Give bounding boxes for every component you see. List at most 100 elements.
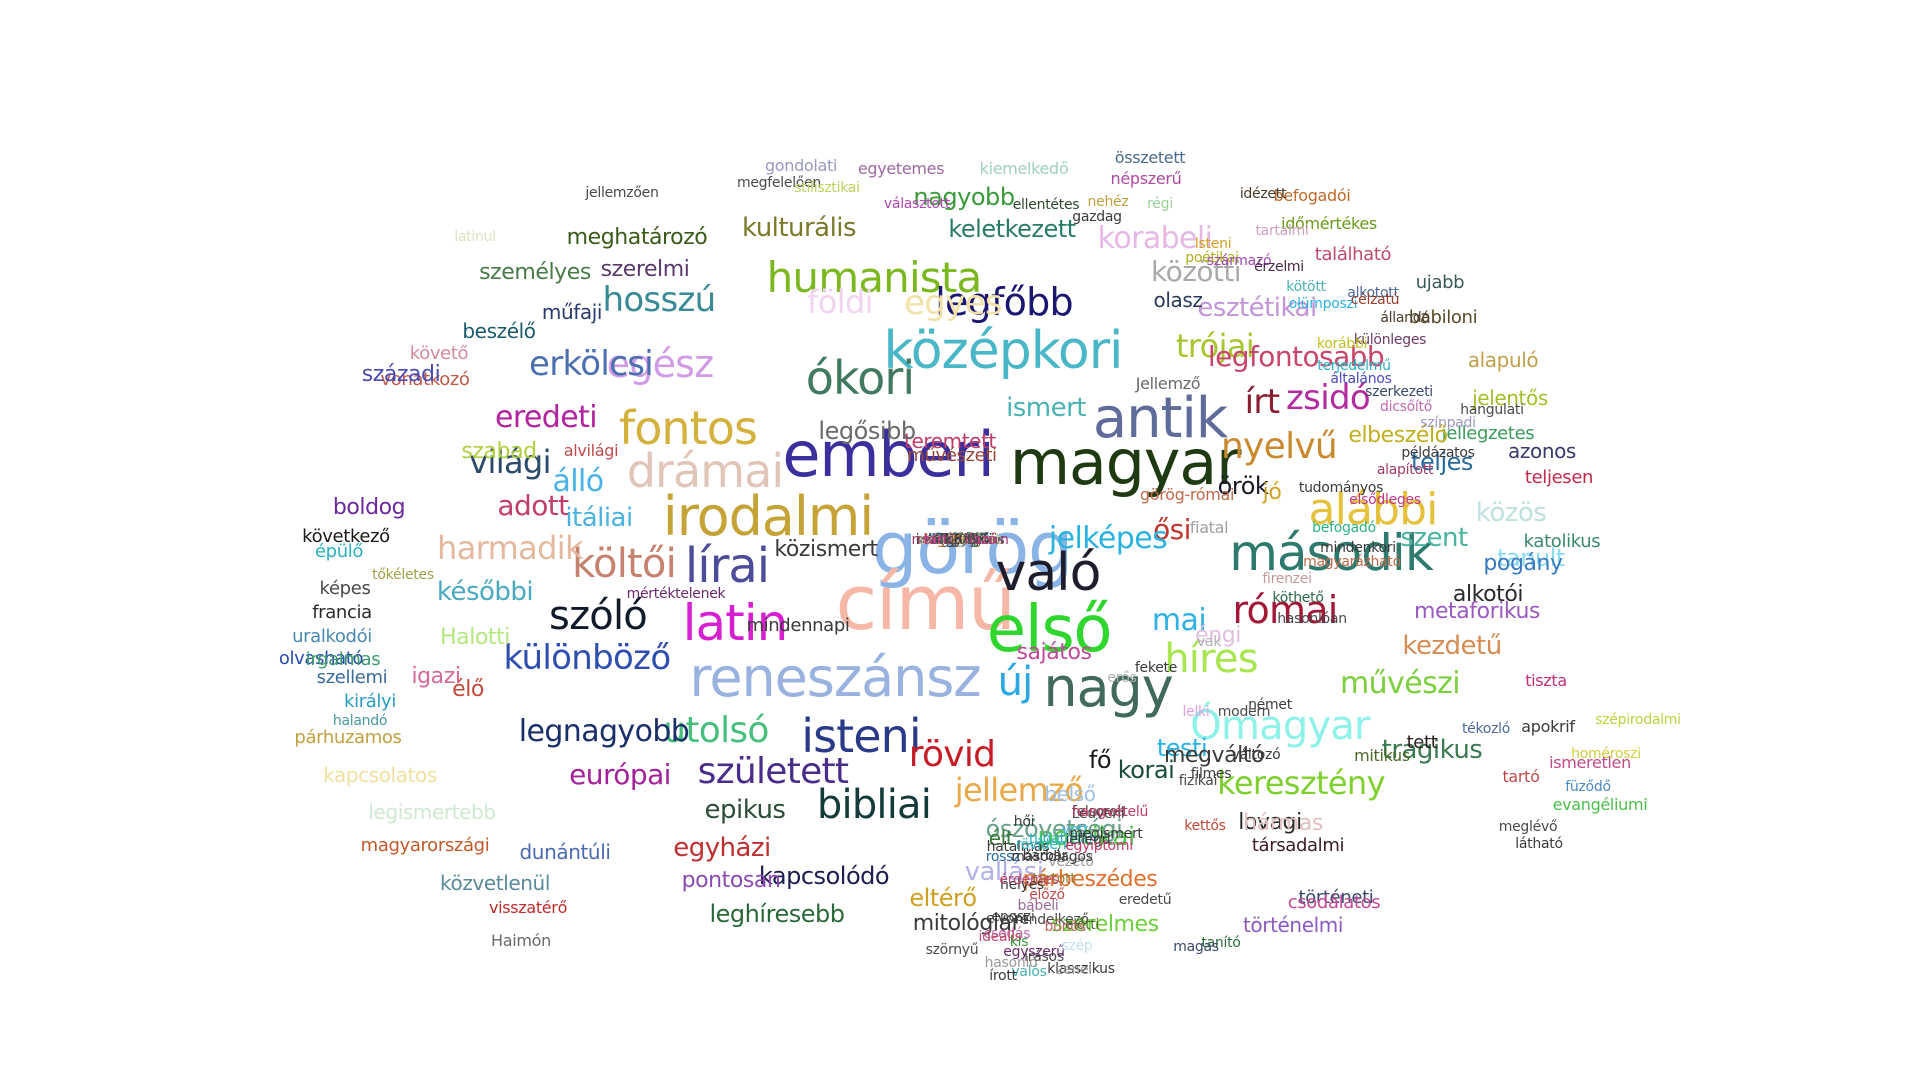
cloud-word: magyarázható [1303, 554, 1401, 570]
cloud-word: legfontosabb [1207, 340, 1385, 373]
cloud-word: vak [1196, 634, 1222, 650]
cloud-word: egyiptomi [1065, 838, 1133, 854]
cloud-word: jellegzetes [1441, 423, 1535, 444]
cloud-word: élt [988, 826, 1014, 850]
cloud-word: fő [1088, 746, 1112, 774]
cloud-word: szabad [461, 439, 537, 464]
cloud-word: második [1229, 524, 1434, 582]
cloud-word: eredetű [1118, 892, 1172, 908]
cloud-word: gazdag [1072, 209, 1122, 225]
cloud-word: tartozó [936, 532, 984, 548]
cloud-word: ősi [1153, 513, 1191, 546]
cloud-word: barbár [1022, 848, 1068, 864]
cloud-word: emberi [782, 418, 995, 491]
cloud-word: művelt [936, 532, 984, 548]
cloud-word: itáliai [565, 503, 633, 533]
cloud-word: jelentős [1472, 386, 1548, 410]
cloud-word: bölcseleti [927, 532, 993, 548]
cloud-word: meghatározó [566, 225, 708, 250]
cloud-word: fenti [944, 532, 976, 548]
cloud-word: pontosan [681, 868, 781, 893]
cloud-word: Leuveni [1071, 806, 1125, 822]
cloud-word: előtti [1064, 917, 1100, 933]
cloud-word: igazi [411, 664, 461, 689]
cloud-word: elbeszélő [1348, 423, 1448, 448]
cloud-word: 20. [949, 532, 971, 548]
cloud-word: ismert [1006, 393, 1086, 423]
cloud-word: előző [1029, 887, 1065, 903]
cloud-word: vallási [964, 857, 1044, 887]
cloud-word: hosszabb [928, 532, 992, 548]
cloud-word: egyfajta [932, 532, 988, 548]
cloud-word: dicsőítő [1379, 399, 1433, 415]
cloud-word: tartalmi [1255, 223, 1309, 239]
cloud-word: egyházi [673, 833, 771, 863]
cloud-word: egyszerű [1003, 944, 1065, 960]
cloud-word: német [1248, 697, 1292, 713]
cloud-word: legősibb [818, 417, 916, 445]
cloud-word: századi [361, 362, 441, 387]
cloud-word: szabadon [927, 532, 993, 548]
cloud-word: katolikus [1523, 531, 1601, 552]
cloud-word: befogadói [1273, 186, 1351, 205]
cloud-word: isteni [801, 709, 921, 763]
cloud-word: hangvételű [1071, 804, 1149, 820]
cloud-word: mitikus [1354, 746, 1410, 765]
cloud-word: szerencsés [922, 532, 998, 548]
cloud-word: alkotói [1452, 582, 1524, 607]
cloud-word: ujabb [1415, 272, 1465, 293]
cloud-word: választott [883, 196, 951, 212]
cloud-word: röviden [1015, 837, 1067, 853]
cloud-word: csodálatos [1287, 892, 1381, 913]
cloud-word: jelképes [1048, 521, 1168, 556]
cloud-word: szent [1400, 523, 1468, 553]
cloud-word: társadalmi [1251, 835, 1345, 856]
cloud-word: egyéni [937, 532, 983, 548]
cloud-word: szép [1061, 938, 1093, 954]
cloud-word: utáni [942, 532, 978, 548]
cloud-word: alkotott [1347, 285, 1399, 301]
cloud-word: ellentétes [1012, 197, 1080, 213]
cloud-word: modern [1217, 704, 1271, 720]
cloud-word: erkölcsi [528, 344, 654, 384]
cloud-word: írt [1244, 382, 1280, 422]
cloud-word: található [1314, 244, 1392, 265]
cloud-word: nagy [1043, 656, 1173, 719]
cloud-word: alapvető [930, 532, 990, 548]
cloud-word: homéroszi [1571, 746, 1641, 762]
cloud-word: apokrif [1521, 717, 1575, 736]
cloud-word: érdemes [999, 872, 1059, 888]
cloud-word: következő [302, 526, 390, 547]
cloud-word: műfaji [541, 300, 603, 324]
cloud-word: köthető [1272, 590, 1324, 606]
cloud-word: történeti [1298, 887, 1374, 908]
cloud-word: korai [1117, 756, 1175, 784]
cloud-word: firenzei [1262, 571, 1312, 587]
cloud-word: metaforikus [1413, 599, 1541, 624]
cloud-word: művészeti [907, 445, 997, 466]
cloud-word: 8. [953, 532, 967, 548]
cloud-word: 7. [953, 532, 967, 548]
cloud-word: általános [1330, 371, 1392, 387]
cloud-word: humanista [766, 253, 983, 302]
cloud-word: párhuzamos [294, 727, 402, 748]
cloud-word: zsidó [1286, 378, 1371, 418]
cloud-word: Isteni [1194, 236, 1232, 252]
cloud-word: mértéktelenek [626, 586, 726, 602]
cloud-word: célzatú [1350, 292, 1400, 308]
cloud-word: latinul [454, 229, 496, 245]
cloud-word: kettős [1184, 818, 1226, 834]
cloud-word: babiloni [1408, 307, 1478, 328]
cloud-word: teremtett [904, 429, 996, 453]
cloud-word: korábbi [1316, 336, 1368, 352]
cloud-word: füződő [1565, 779, 1611, 795]
cloud-word: magas [1173, 939, 1219, 955]
cloud-word: szerkezeti [1365, 384, 1433, 400]
cloud-word: alapuló [1467, 348, 1539, 372]
cloud-word: olvasható [278, 648, 364, 669]
cloud-word: anyagi [937, 532, 983, 548]
cloud-word: kiemelkedő [979, 159, 1069, 178]
cloud-word: verses [937, 532, 983, 548]
cloud-word: tett [1406, 732, 1438, 753]
cloud-word: 6. [953, 532, 967, 548]
